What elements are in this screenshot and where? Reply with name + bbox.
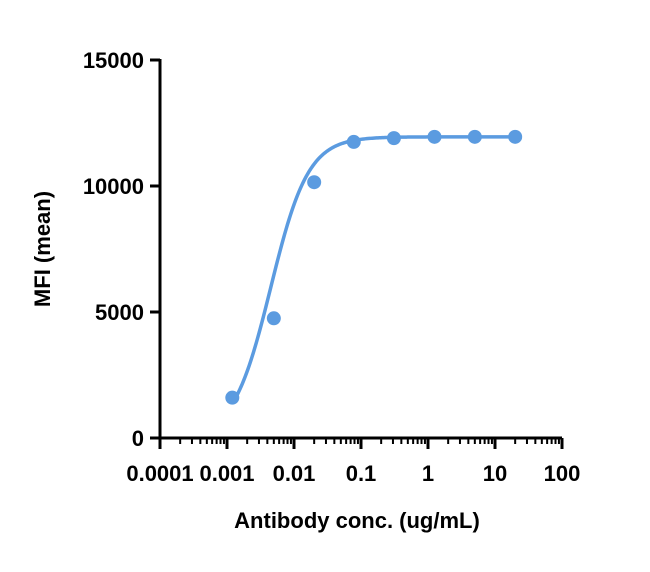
data-point (346, 134, 361, 149)
fit-curve-layer (230, 135, 516, 405)
data-point (467, 129, 482, 144)
x-tick-label: 0.001 (199, 461, 254, 486)
y-axis-title: MFI (mean) (30, 191, 55, 307)
data-point (386, 131, 401, 146)
x-tick-label: 10 (483, 461, 507, 486)
y-tick-label: 10000 (83, 174, 144, 199)
x-tick-label: 0.0001 (126, 461, 193, 486)
axes: 0 5000 10000 15000 0.0001 0.001 0.01 0.1 1 10 100 (83, 48, 581, 486)
data-point (508, 129, 523, 144)
x-tick-label: 1 (422, 461, 434, 486)
x-tick-label: 0.01 (273, 461, 316, 486)
data-points-layer (225, 129, 523, 405)
data-point (266, 311, 281, 326)
y-tick-label: 5000 (95, 300, 144, 325)
fit-curve (230, 135, 516, 405)
data-point (427, 129, 442, 144)
x-tick-label: 0.1 (346, 461, 377, 486)
x-axis-title: Antibody conc. (ug/mL) (234, 508, 480, 533)
data-point (225, 390, 240, 405)
y-tick-label: 15000 (83, 48, 144, 73)
data-point (307, 175, 322, 190)
y-tick-label: 0 (132, 426, 144, 451)
x-tick-label: 100 (544, 461, 581, 486)
